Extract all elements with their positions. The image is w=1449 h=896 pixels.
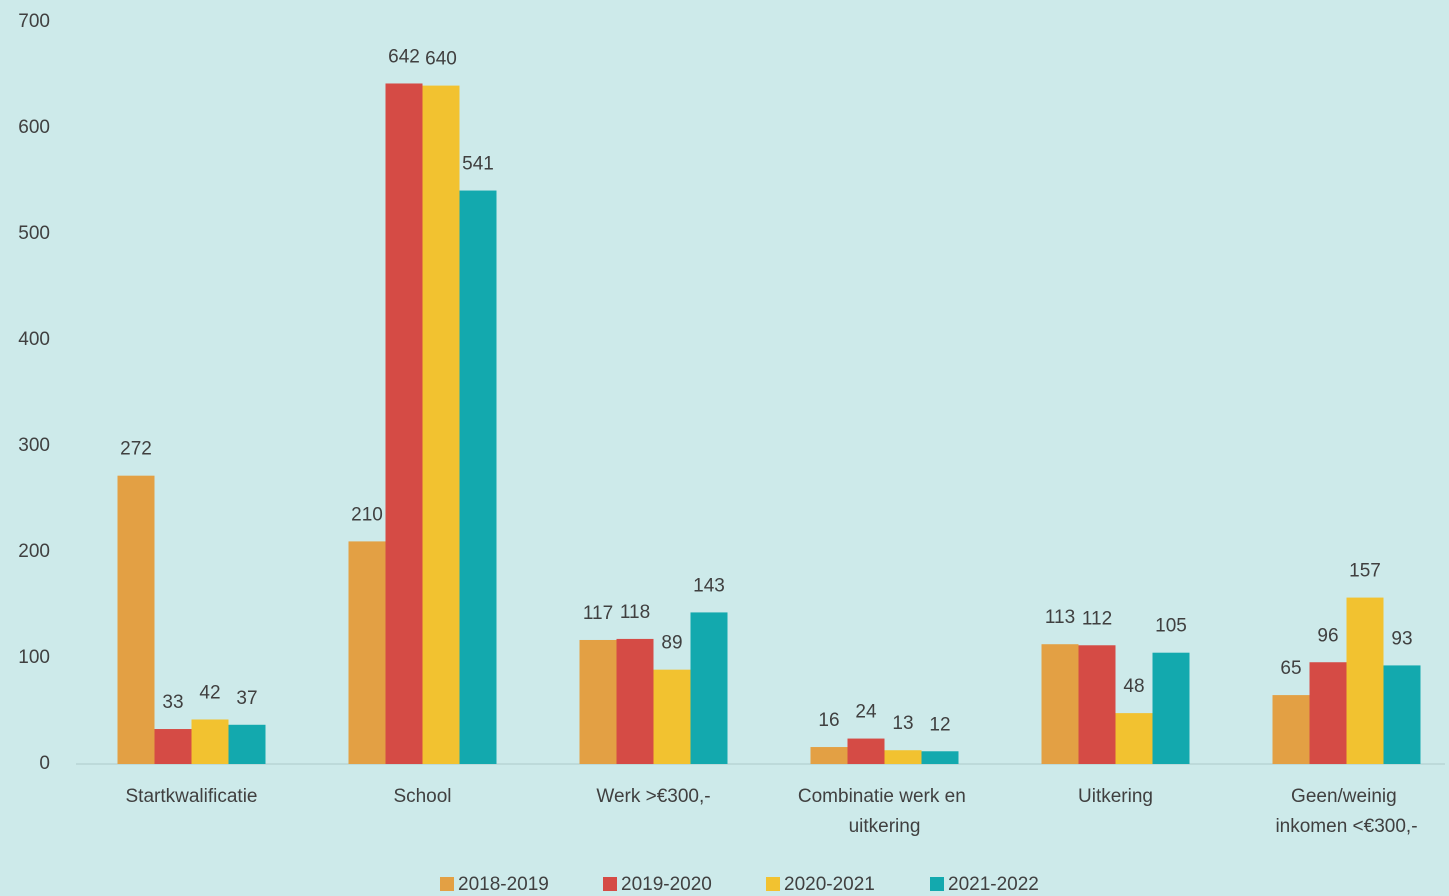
x-tick-label: Werk >€300,- (596, 786, 710, 807)
data-label: 93 (1391, 628, 1412, 649)
legend-swatch (603, 877, 617, 891)
data-label: 640 (425, 49, 457, 70)
bar (117, 475, 155, 764)
data-label: 105 (1155, 616, 1187, 637)
bar (1346, 597, 1384, 764)
x-tick-label: Startkwalificatie (126, 786, 258, 807)
data-label: 143 (693, 575, 725, 596)
legend-swatch (440, 877, 454, 891)
bar (1383, 665, 1421, 764)
bar (1152, 652, 1190, 764)
x-tick-label: School (393, 786, 451, 807)
data-label: 42 (199, 682, 220, 703)
bar (422, 85, 460, 765)
data-label: 37 (236, 688, 257, 709)
bar (459, 190, 497, 765)
bar (1309, 662, 1347, 764)
data-label: 157 (1349, 561, 1381, 582)
data-label: 48 (1123, 676, 1144, 697)
data-label: 117 (583, 603, 613, 624)
legend-label: 2021-2022 (948, 874, 1039, 895)
bar (1078, 645, 1116, 764)
bar (191, 719, 229, 764)
data-label: 113 (1045, 607, 1075, 628)
data-label: 33 (162, 692, 183, 713)
y-tick-label: 500 (18, 223, 50, 244)
data-label: 272 (120, 439, 152, 460)
data-label: 89 (661, 633, 682, 654)
y-tick-label: 600 (18, 117, 50, 138)
bar (847, 738, 885, 764)
legend-swatch (766, 877, 780, 891)
data-label: 112 (1082, 608, 1112, 629)
data-label: 118 (620, 602, 650, 623)
y-tick-label: 0 (39, 753, 50, 774)
y-tick-label: 400 (18, 329, 50, 350)
bar (348, 541, 386, 764)
y-tick-label: 300 (18, 435, 50, 456)
bar (228, 724, 266, 764)
bar (154, 729, 192, 764)
bar (579, 639, 617, 764)
bar (616, 638, 654, 764)
data-label: 13 (892, 713, 913, 734)
y-tick-label: 200 (18, 541, 50, 562)
x-tick-label: Combinatie werk en uitkering (798, 786, 971, 837)
bar (690, 612, 728, 764)
y-tick-label: 700 (18, 11, 50, 32)
data-label: 16 (818, 710, 839, 731)
bar (385, 83, 423, 765)
legend-label: 2019-2020 (621, 874, 712, 895)
data-label: 24 (855, 702, 877, 723)
bar (921, 751, 959, 764)
legend-label: 2020-2021 (784, 874, 875, 895)
data-label: 541 (462, 154, 494, 175)
x-tick-label: Geen/weinig inkomen <€300,- (1275, 786, 1417, 837)
bar (1115, 713, 1153, 764)
bar (884, 750, 922, 764)
legend-label: 2018-2019 (458, 874, 549, 895)
data-label: 65 (1280, 658, 1301, 679)
bar (1041, 644, 1079, 764)
x-tick-label: Uitkering (1078, 786, 1153, 807)
bar (810, 747, 848, 764)
data-label: 12 (929, 714, 950, 735)
bar (1272, 695, 1310, 764)
data-label: 96 (1317, 625, 1338, 646)
bar (653, 669, 691, 764)
y-tick-label: 100 (18, 647, 50, 668)
data-label: 210 (351, 504, 383, 525)
legend-swatch (930, 877, 944, 891)
data-label: 642 (388, 46, 420, 67)
